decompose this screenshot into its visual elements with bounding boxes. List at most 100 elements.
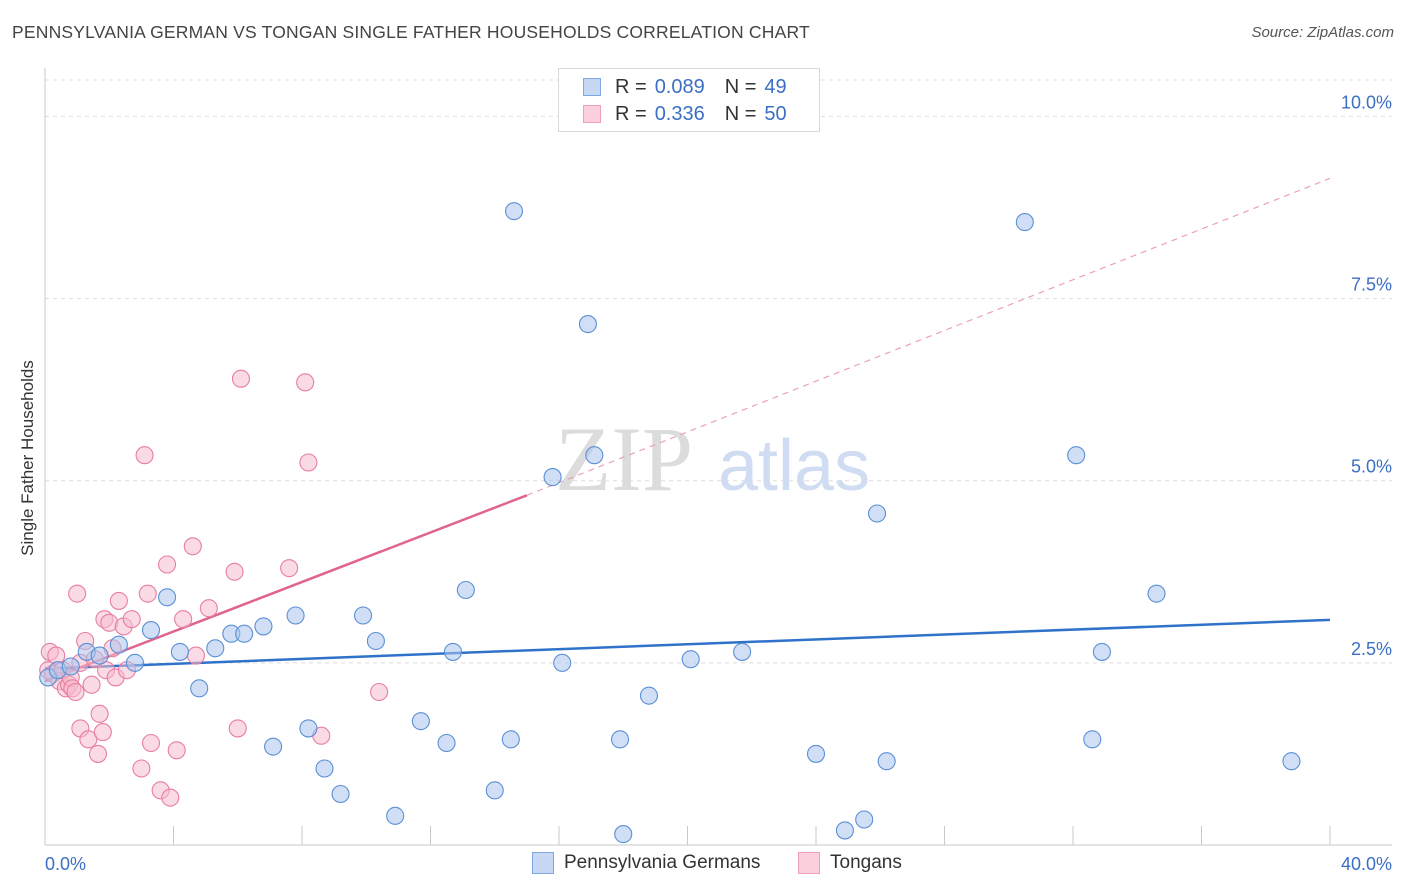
pennsylvania-germans-point	[543, 468, 562, 487]
pennsylvania-germans-point	[90, 646, 109, 665]
pennsylvania-germans-point	[1015, 213, 1034, 232]
pennsylvania-germans-point	[315, 759, 334, 778]
correlation-legend: R = 0.089 N = 49 R = 0.336 N = 50	[558, 68, 820, 132]
pennsylvania-germans-point	[1092, 642, 1111, 661]
tongans-point	[132, 759, 151, 778]
y-tick-label: 7.5%	[1351, 275, 1392, 295]
pennsylvania-germans-point	[286, 606, 305, 625]
pennsylvania-germans-point	[299, 719, 318, 738]
tongans-point	[370, 682, 389, 702]
pennsylvania-germans-point	[733, 642, 752, 661]
bottom-legend-pennsylvania-germans: Pennsylvania Germans	[532, 852, 760, 874]
bottom-legend-label: Tongans	[830, 852, 902, 873]
pennsylvania-germans-point	[190, 679, 209, 698]
pennsylvania-germans-point	[158, 588, 177, 607]
legend-swatch-blue	[583, 78, 601, 96]
pennsylvania-germans-point	[456, 580, 475, 600]
pennsylvania-germans-point	[206, 639, 225, 658]
legend-r-label: R =	[615, 75, 647, 98]
pennsylvania-germans-point	[877, 752, 896, 771]
legend-r-label: R =	[615, 102, 647, 125]
pennsylvania-germans-point	[504, 202, 524, 221]
pennsylvania-germans-point	[585, 446, 604, 465]
pennsylvania-germans-point	[353, 606, 373, 625]
tongans-point	[138, 584, 157, 603]
legend-n-label: N =	[724, 102, 757, 125]
pennsylvania-germans-point	[331, 784, 350, 804]
tongans-point	[135, 446, 154, 465]
pennsylvania-germans-point	[553, 653, 572, 672]
tongans-trend-extension	[526, 177, 1331, 496]
pennsylvania-germans-point	[235, 624, 254, 643]
tongans-point	[88, 744, 108, 763]
tongans-point	[161, 788, 180, 807]
axes	[44, 68, 1392, 846]
legend-swatch-pink	[583, 105, 601, 123]
grid	[45, 79, 1392, 664]
points	[39, 202, 1301, 844]
pennsylvania-germans-point	[578, 315, 597, 334]
y-tick-label: 5.0%	[1351, 457, 1392, 477]
legend-n-label: N =	[724, 75, 757, 98]
tongans-point	[79, 730, 98, 749]
pennsylvania-germans-point	[264, 737, 283, 756]
watermark-atlas: atlas	[718, 426, 870, 506]
pennsylvania-germans-point	[443, 642, 463, 661]
pennsylvania-germans-point	[1067, 446, 1086, 465]
pennsylvania-germans-point	[855, 810, 874, 829]
bottom-legend-label: Pennsylvania Germans	[564, 852, 761, 873]
pennsylvania-germans-point	[437, 733, 456, 753]
source-label: Source: ZipAtlas.com	[1251, 24, 1394, 41]
pennsylvania-germans-point	[254, 617, 273, 636]
legend-n-value: 50	[764, 102, 787, 125]
pennsylvania-germans-point	[867, 504, 887, 523]
tongans-point	[93, 723, 112, 742]
pennsylvania-germans-trend-line	[44, 618, 1331, 670]
tongans-point	[199, 599, 218, 618]
bottom-legend-swatch-pink	[798, 852, 820, 874]
legend-row-tongans: R = 0.336 N = 50	[583, 102, 787, 126]
pennsylvania-germans-point	[109, 635, 128, 654]
tongans-point	[296, 373, 315, 392]
tongans-point	[183, 537, 202, 556]
x-tick-label: 0.0%	[45, 854, 86, 874]
legend-row-pennsylvania-germans: R = 0.089 N = 49	[583, 75, 787, 99]
pennsylvania-germans-point	[366, 631, 385, 651]
pennsylvania-germans-point	[1147, 584, 1166, 603]
pennsylvania-germans-point	[125, 653, 144, 672]
bottom-legend-swatch-blue	[532, 852, 554, 874]
tongans-point	[122, 610, 141, 629]
y-tick-label: 10.0%	[1341, 92, 1392, 112]
pennsylvania-germans-point	[1083, 730, 1102, 749]
pennsylvania-germans-point	[170, 642, 189, 661]
tongans-point	[109, 591, 128, 610]
tongans-point	[228, 719, 247, 738]
tongans-point	[90, 704, 109, 723]
tongans-point	[174, 610, 193, 629]
tongans-point	[280, 559, 299, 578]
chart-title: PENNSYLVANIA GERMAN VS TONGAN SINGLE FAT…	[12, 22, 810, 42]
y-tick-label: 2.5%	[1351, 639, 1392, 659]
pennsylvania-germans-point	[411, 712, 430, 731]
pennsylvania-germans-point	[386, 806, 405, 825]
tongans-point	[299, 453, 318, 472]
watermark-zip: ZIP	[555, 408, 693, 510]
pennsylvania-germans-point	[681, 650, 700, 669]
tongans-point	[68, 584, 87, 603]
tongans-point	[231, 369, 251, 388]
pennsylvania-germans-point	[639, 686, 659, 705]
x-tick-label: 40.0%	[1341, 854, 1392, 874]
tongans-point	[186, 646, 206, 665]
pennsylvania-germans-point	[501, 730, 520, 749]
pennsylvania-germans-point	[485, 781, 504, 800]
pennsylvania-germans-point	[610, 730, 630, 749]
tongans-point	[141, 733, 161, 753]
legend-r-value: 0.336	[654, 102, 705, 125]
tongans-point	[167, 741, 186, 760]
pennsylvania-germans-point	[806, 744, 826, 763]
bottom-legend-tongans: Tongans	[798, 852, 902, 874]
legend-r-value: 0.089	[654, 75, 705, 98]
tongans-point	[66, 682, 85, 702]
watermark: ZIP atlas	[555, 408, 870, 510]
